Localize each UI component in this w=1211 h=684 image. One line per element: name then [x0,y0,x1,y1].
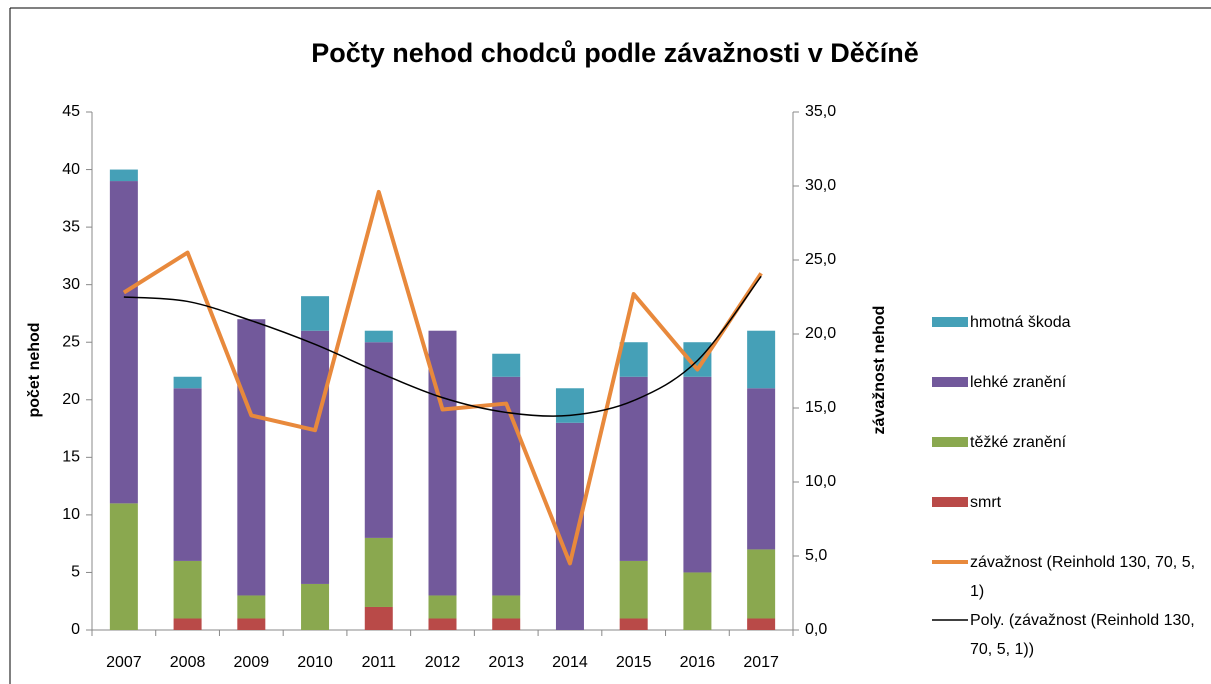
bar-segment [109,169,138,182]
legend-label: závažnost (Reinhold 130, 70, 5, 1) [970,554,1196,600]
legend-label: hmotná škoda [970,314,1071,331]
bar-segment [109,503,138,630]
y2-tick-label: 10,0 [805,473,836,490]
bar-segment [619,342,648,377]
bar-segment [492,618,521,630]
bar-segment [173,388,202,561]
y-tick-label: 5 [71,564,80,581]
bar-segment [747,330,776,389]
bar-segment [173,376,202,389]
bar-segment [428,618,457,630]
bar-segment [683,572,712,630]
legend-swatch [932,497,968,507]
y-tick-label: 30 [62,276,80,293]
bar-segment [364,342,393,538]
legend-label: smrt [970,494,1002,511]
y2-tick-label: 30,0 [805,177,836,194]
bar-segment [492,595,521,619]
bar-segment [173,618,202,630]
legend-label: lehké zranění [970,374,1067,391]
bar-segment [555,388,584,423]
bar-segment [619,376,648,561]
y-tick-label: 20 [62,391,80,408]
y2-axis-title: závažnost nehod [871,306,888,435]
y-tick-label: 25 [62,333,80,350]
x-tick-label: 2014 [552,654,588,671]
y2-tick-label: 25,0 [805,251,836,268]
bar-segment [237,618,266,630]
y-axis-title: počet nehod [26,322,43,417]
bar-segment [747,618,776,630]
chart-title: Počty nehod chodců podle závažnosti v Dě… [311,38,919,68]
bar-segment [364,537,393,607]
legend-swatch [932,377,968,387]
x-tick-label: 2010 [297,654,333,671]
x-tick-label: 2011 [362,654,397,671]
bar-segment [364,330,393,343]
bar-segment [364,606,393,630]
x-tick-label: 2012 [425,654,461,671]
bar-segment [619,618,648,630]
bar-segment [173,560,202,619]
legend-label: Poly. (závažnost (Reinhold 130, 70, 5, 1… [970,612,1195,658]
bar-segment [428,595,457,619]
bar-segment [683,376,712,573]
bar-segment [301,330,330,584]
x-tick-label: 2009 [234,654,270,671]
bar-segment [109,181,138,504]
y-tick-label: 40 [62,161,80,178]
y-tick-label: 45 [62,103,80,120]
bar-segment [492,376,521,596]
bar-segment [747,388,776,550]
x-tick-label: 2007 [106,654,142,671]
bar-segment [492,353,521,377]
legend-swatch [932,437,968,447]
y2-tick-label: 5,0 [805,547,827,564]
x-tick-label: 2008 [170,654,206,671]
y-tick-label: 0 [71,621,80,638]
y-tick-label: 35 [62,218,80,235]
legend-label: těžké zranění [970,434,1067,451]
bar-segment [237,595,266,619]
y2-tick-label: 0,0 [805,621,827,638]
bar-segment [301,296,330,331]
line [122,189,763,566]
trend-line [123,275,762,417]
bar-segment [747,549,776,619]
y-tick-label: 15 [62,449,80,466]
bar-segment [237,319,266,596]
y-tick-label: 10 [62,506,80,523]
x-tick-label: 2013 [488,654,524,671]
bar-segment [619,560,648,619]
y2-tick-label: 15,0 [805,399,836,416]
bar-segment [301,583,330,630]
x-tick-label: 2016 [680,654,716,671]
x-tick-label: 2017 [743,654,779,671]
y2-tick-label: 20,0 [805,325,836,342]
y2-tick-label: 35,0 [805,103,836,120]
legend-swatch [932,317,968,327]
x-tick-label: 2015 [616,654,652,671]
